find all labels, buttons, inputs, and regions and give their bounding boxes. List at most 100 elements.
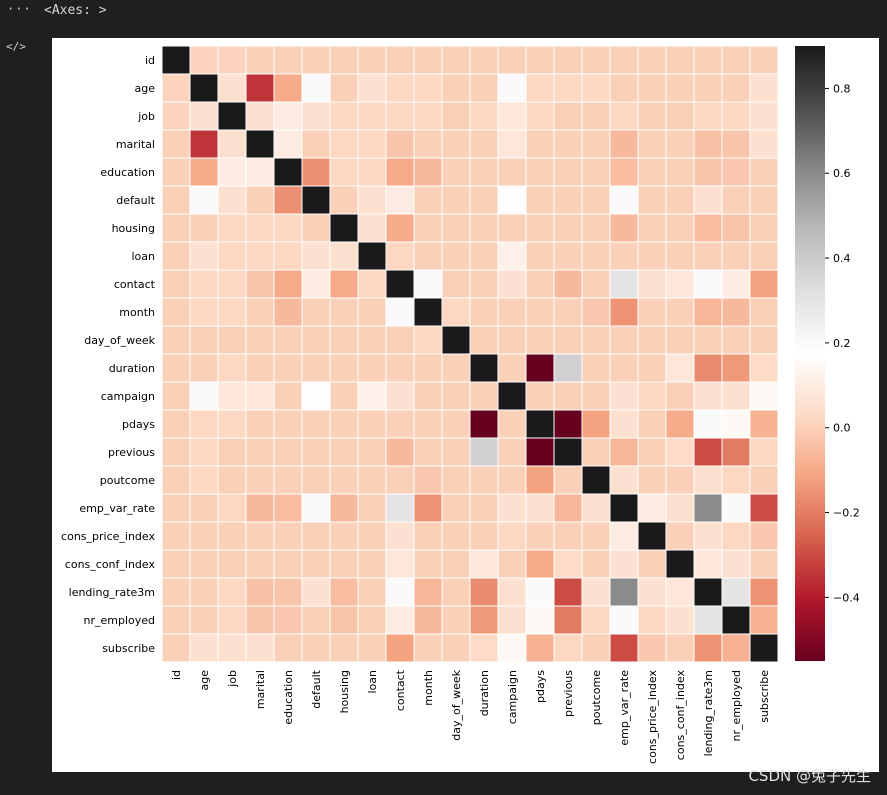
heatmap-cell	[497, 129, 527, 159]
heatmap-cell	[385, 297, 415, 327]
heatmap-cell	[637, 129, 667, 159]
colorbar-tick-label: 0.4	[833, 252, 851, 265]
heatmap-cell	[413, 465, 443, 495]
heatmap-cell	[749, 353, 779, 383]
heatmap-cell	[217, 269, 247, 299]
heatmap-cell	[721, 437, 751, 467]
heatmap-cell	[665, 409, 695, 439]
heatmap-cell	[665, 633, 695, 663]
heatmap-cell	[189, 269, 219, 299]
heatmap-cell	[329, 129, 359, 159]
heatmap-cell	[161, 297, 191, 327]
heatmap-cell	[301, 73, 331, 103]
y-tick-label: education	[100, 166, 155, 179]
heatmap-cell	[637, 353, 667, 383]
heatmap-cell	[693, 101, 723, 131]
heatmap-cell	[329, 521, 359, 551]
y-tick-label: duration	[109, 362, 155, 375]
heatmap-cell	[301, 521, 331, 551]
heatmap-cell	[385, 409, 415, 439]
heatmap-cell	[721, 185, 751, 215]
heatmap-cell	[609, 325, 639, 355]
heatmap-cell	[609, 297, 639, 327]
heatmap-cell	[497, 101, 527, 131]
heatmap-cell	[329, 297, 359, 327]
heatmap-cell	[161, 353, 191, 383]
heatmap-cell	[385, 269, 415, 299]
heatmap-cell	[357, 605, 387, 635]
y-tick-label: cons_conf_index	[65, 558, 156, 571]
heatmap-cell	[161, 185, 191, 215]
x-tick-labels: id age job marital education default housing lo…	[170, 669, 771, 764]
heatmap-cell	[245, 129, 275, 159]
y-tick-label: loan	[132, 250, 156, 263]
heatmap-cell	[385, 577, 415, 607]
heatmap-cell	[441, 129, 471, 159]
heatmap-cell	[721, 493, 751, 523]
heatmap-cell	[413, 437, 443, 467]
heatmap-cell	[245, 633, 275, 663]
x-tick-label: cons_price_index	[646, 670, 659, 764]
heatmap-cell	[553, 493, 583, 523]
heatmap-cell	[413, 129, 443, 159]
heatmap-cell	[469, 325, 499, 355]
heatmap-cell	[469, 465, 499, 495]
heatmap-cell	[357, 521, 387, 551]
y-tick-label: lending_rate3m	[69, 586, 155, 599]
heatmap-cell	[749, 437, 779, 467]
heatmap-cell	[721, 213, 751, 243]
heatmap-cell	[189, 381, 219, 411]
heatmap-cell	[749, 381, 779, 411]
y-tick-labels: id age job marital education default housing lo…	[61, 54, 156, 655]
heatmap-cell	[553, 633, 583, 663]
watermark-text: CSDN @兔子先生	[748, 767, 871, 785]
heatmap-cell	[189, 157, 219, 187]
heatmap-cell	[329, 157, 359, 187]
x-tick-label: nr_employed	[730, 670, 743, 742]
more-options-icon[interactable]: ···	[7, 2, 32, 16]
heatmap-cell	[525, 185, 555, 215]
y-tick-label: poutcome	[100, 474, 155, 487]
heatmap-cell	[385, 605, 415, 635]
heatmap-cell	[525, 353, 555, 383]
heatmap-cell	[749, 633, 779, 663]
heatmap-cell	[497, 549, 527, 579]
y-tick-label: nr_employed	[83, 614, 155, 627]
heatmap-cell	[385, 325, 415, 355]
heatmap-cell	[357, 241, 387, 271]
heatmap-cell	[301, 129, 331, 159]
heatmap-cell	[245, 269, 275, 299]
heatmap-cell	[161, 241, 191, 271]
heatmap-cell	[217, 409, 247, 439]
heatmap-cell	[413, 73, 443, 103]
heatmap-cell	[245, 241, 275, 271]
heatmap-cell	[609, 73, 639, 103]
heatmap-cell	[189, 409, 219, 439]
x-tick-label: marital	[254, 670, 267, 709]
heatmap-cell	[273, 129, 303, 159]
x-tick-label: poutcome	[590, 670, 603, 725]
heatmap-cell	[637, 213, 667, 243]
heatmap-cell	[441, 437, 471, 467]
heatmap-cell	[357, 213, 387, 243]
heatmap-cell	[609, 605, 639, 635]
heatmap-cell	[693, 45, 723, 75]
heatmap-cell	[469, 185, 499, 215]
heatmap-cell	[525, 493, 555, 523]
code-icon[interactable]: </>	[6, 40, 26, 53]
y-tick-label: pdays	[122, 418, 155, 431]
heatmap-cell	[413, 325, 443, 355]
heatmap-cell	[301, 325, 331, 355]
heatmap-cell	[721, 157, 751, 187]
x-tick-label: default	[310, 669, 323, 708]
heatmap-cell	[189, 213, 219, 243]
heatmap-cell	[581, 185, 611, 215]
heatmap-cell	[441, 381, 471, 411]
x-tick-label: duration	[478, 670, 491, 716]
heatmap-cell	[245, 493, 275, 523]
heatmap-cell	[357, 157, 387, 187]
heatmap-chart: id age job marital education default housing lo…	[61, 45, 860, 764]
heatmap-cell	[469, 633, 499, 663]
heatmap-cell	[189, 325, 219, 355]
heatmap-cell	[329, 493, 359, 523]
